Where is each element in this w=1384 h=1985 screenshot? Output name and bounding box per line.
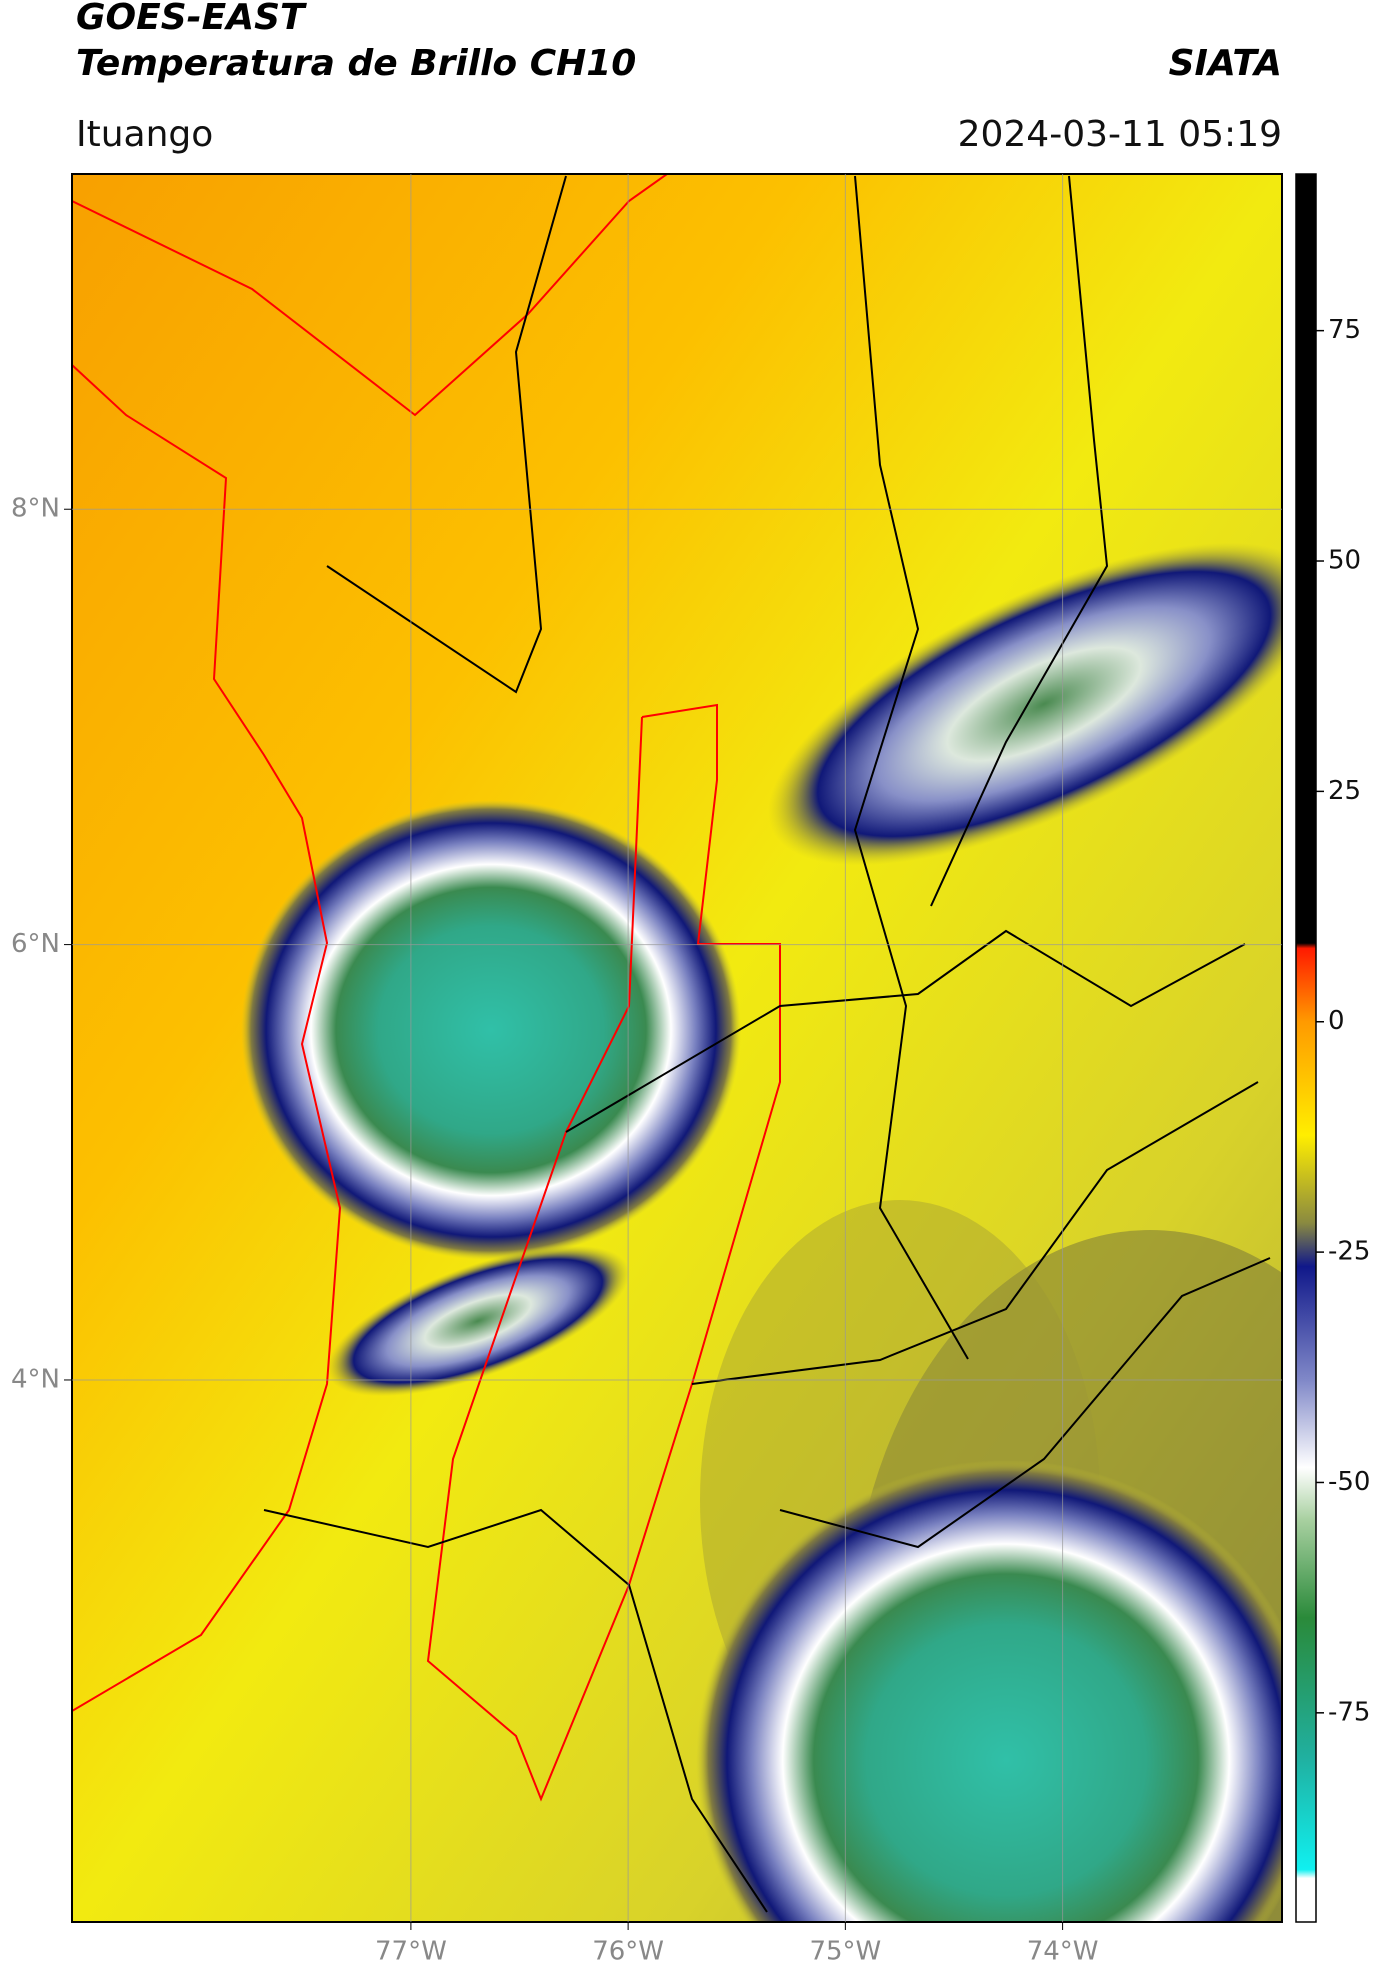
x-tick-label: 75°W xyxy=(809,1937,881,1967)
colorbar xyxy=(1295,173,1317,1923)
datetime: 2024-03-11 05:19 xyxy=(958,114,1282,155)
y-tick-label: 6°N xyxy=(11,929,60,959)
colorbar-tick-label: 0 xyxy=(1328,1006,1345,1036)
colorbar-tick-label: 25 xyxy=(1328,776,1361,806)
colorbar-tick-label: 50 xyxy=(1328,546,1361,576)
colorbar-tick-label: -25 xyxy=(1328,1237,1370,1267)
subtitle: Temperatura de Brillo CH10 xyxy=(76,43,636,84)
x-tick-label: 77°W xyxy=(375,1937,447,1967)
location: Ituango xyxy=(76,114,213,155)
colorbar-tick-label: -50 xyxy=(1328,1467,1370,1497)
title: GOES-EAST xyxy=(76,0,307,38)
source: SIATA xyxy=(1169,43,1282,84)
x-tick-label: 76°W xyxy=(592,1937,664,1967)
x-tick-label: 74°W xyxy=(1027,1937,1099,1967)
colorbar-tick-label: -75 xyxy=(1328,1697,1370,1727)
map-image xyxy=(72,174,1282,1922)
map-frame xyxy=(71,173,1283,1923)
colorbar-tick-label: 75 xyxy=(1328,315,1361,345)
y-tick-label: 8°N xyxy=(11,494,60,524)
y-tick-label: 4°N xyxy=(11,1364,60,1394)
